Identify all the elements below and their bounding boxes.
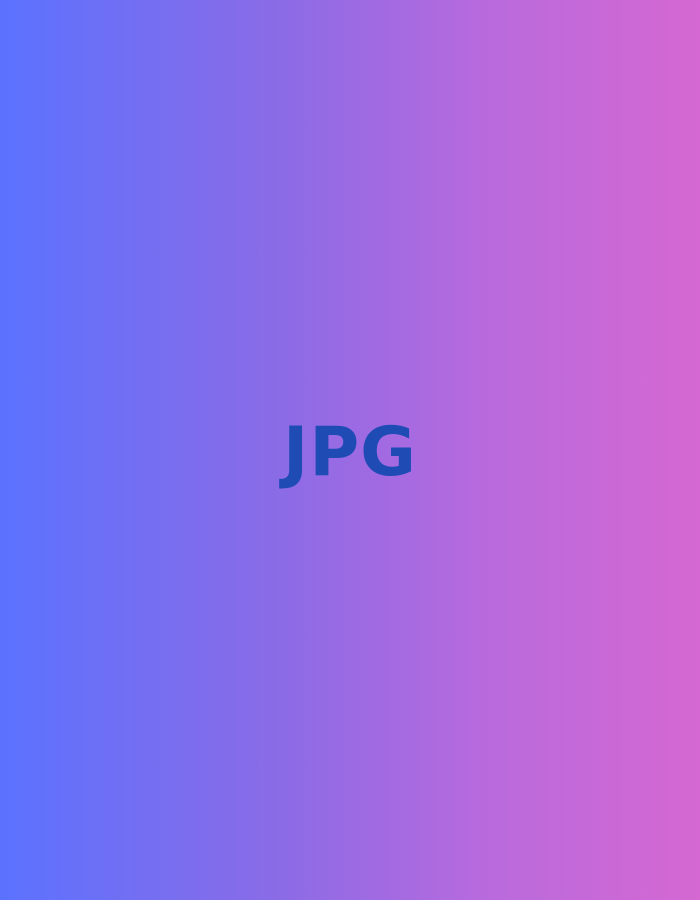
file-type-label: JPG: [283, 413, 417, 492]
